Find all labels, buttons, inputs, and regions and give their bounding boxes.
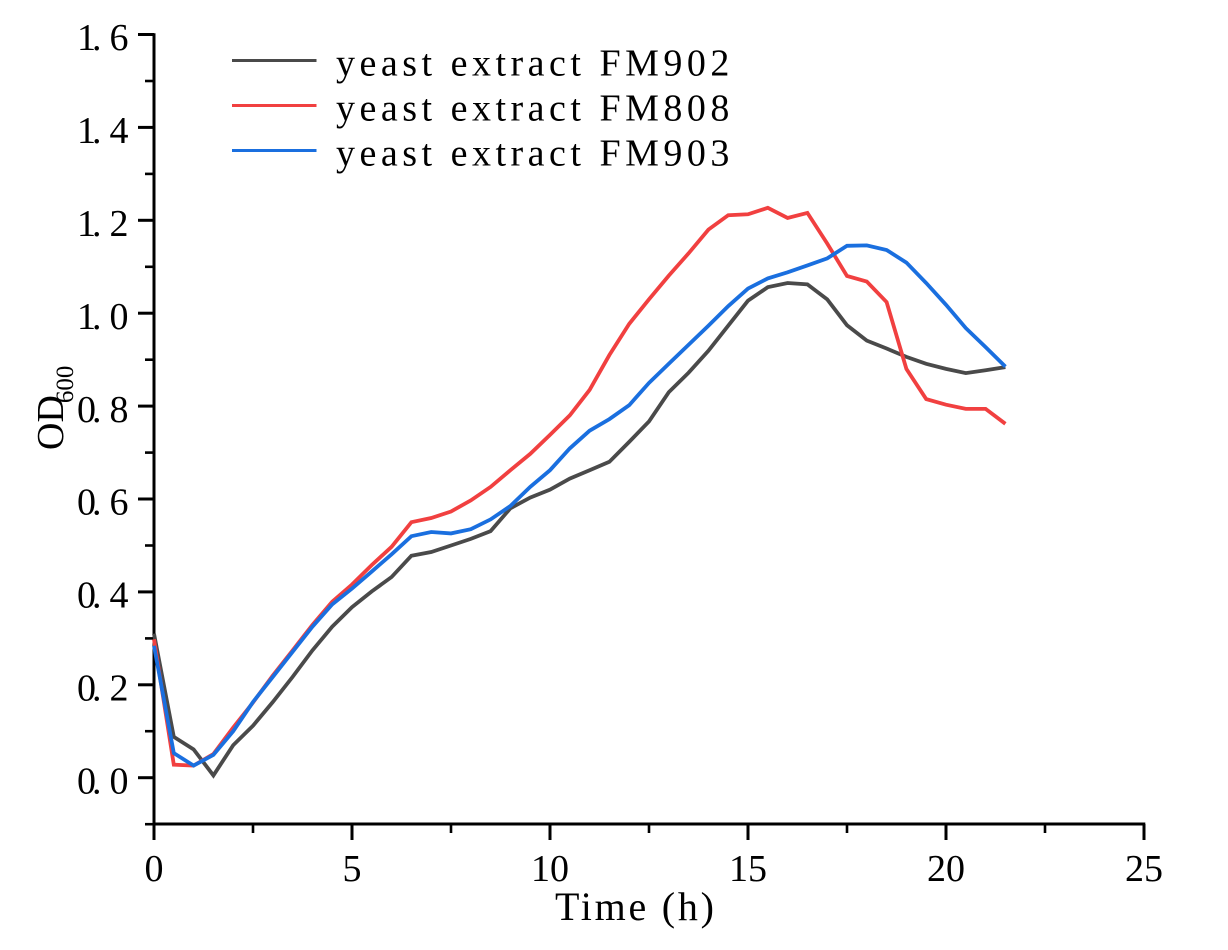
svg-text:yeast extract FM902: yeast extract FM902	[336, 43, 734, 85]
svg-text:10: 10	[531, 848, 569, 890]
svg-text:5: 5	[343, 848, 362, 890]
svg-text:Time (h): Time (h)	[555, 884, 717, 929]
svg-text:0.8: 0. 8	[77, 389, 129, 431]
svg-text:15: 15	[729, 848, 767, 890]
svg-text:0.4: 0. 4	[77, 575, 129, 617]
svg-text:1.2: 1. 2	[77, 203, 129, 245]
svg-text:0.2: 0. 2	[77, 668, 129, 710]
svg-text:1.4: 1. 4	[77, 110, 129, 152]
svg-text:1.6: 1. 6	[77, 17, 129, 59]
svg-text:0: 0	[145, 848, 164, 890]
svg-text:yeast extract FM903: yeast extract FM903	[336, 133, 734, 175]
svg-text:yeast extract FM808: yeast extract FM808	[336, 88, 734, 130]
svg-text:20: 20	[927, 848, 965, 890]
svg-text:0.6: 0. 6	[77, 482, 129, 524]
svg-text:0.0: 0. 0	[77, 760, 129, 802]
svg-text:25: 25	[1125, 848, 1163, 890]
svg-text:1.0: 1. 0	[77, 296, 129, 338]
svg-text:OD600: OD600	[30, 366, 79, 450]
